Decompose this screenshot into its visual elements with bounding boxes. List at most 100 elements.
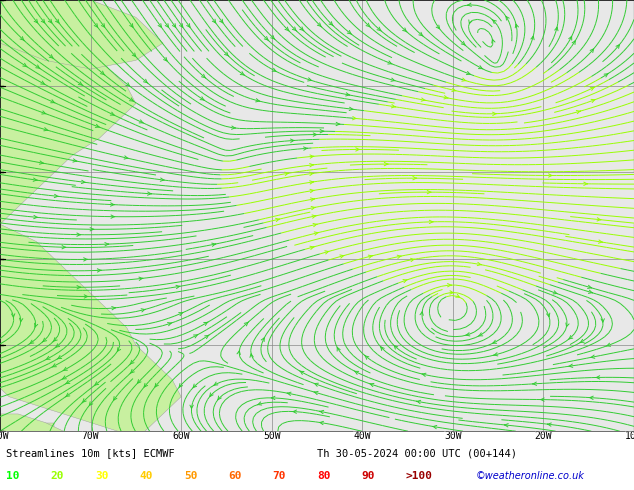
FancyArrowPatch shape: [42, 111, 46, 114]
FancyArrowPatch shape: [193, 384, 197, 388]
FancyArrowPatch shape: [62, 376, 67, 379]
FancyArrowPatch shape: [300, 371, 304, 374]
FancyArrowPatch shape: [310, 189, 314, 193]
FancyArrowPatch shape: [65, 393, 70, 397]
FancyArrowPatch shape: [477, 262, 481, 266]
FancyArrowPatch shape: [356, 148, 359, 151]
FancyArrowPatch shape: [130, 24, 133, 27]
FancyArrowPatch shape: [155, 383, 158, 387]
FancyArrowPatch shape: [310, 246, 314, 249]
FancyArrowPatch shape: [111, 215, 115, 219]
FancyArrowPatch shape: [63, 368, 67, 371]
FancyArrowPatch shape: [598, 240, 602, 243]
FancyArrowPatch shape: [304, 147, 307, 150]
FancyArrowPatch shape: [444, 96, 448, 99]
FancyArrowPatch shape: [388, 61, 392, 64]
FancyArrowPatch shape: [337, 347, 340, 351]
FancyArrowPatch shape: [79, 82, 82, 85]
FancyArrowPatch shape: [141, 309, 145, 312]
FancyArrowPatch shape: [313, 133, 317, 136]
FancyArrowPatch shape: [20, 318, 23, 321]
FancyArrowPatch shape: [604, 74, 609, 77]
FancyArrowPatch shape: [36, 65, 40, 69]
FancyArrowPatch shape: [307, 78, 312, 81]
FancyArrowPatch shape: [366, 23, 370, 27]
FancyArrowPatch shape: [82, 399, 86, 403]
FancyArrowPatch shape: [133, 53, 136, 56]
FancyArrowPatch shape: [212, 19, 216, 23]
Text: 30: 30: [95, 471, 108, 481]
FancyArrowPatch shape: [94, 382, 99, 386]
FancyArrowPatch shape: [148, 192, 152, 195]
FancyArrowPatch shape: [212, 243, 216, 246]
FancyArrowPatch shape: [370, 384, 374, 387]
FancyArrowPatch shape: [34, 19, 37, 23]
FancyArrowPatch shape: [394, 345, 398, 349]
FancyArrowPatch shape: [94, 24, 98, 27]
FancyArrowPatch shape: [606, 343, 611, 346]
FancyArrowPatch shape: [48, 19, 52, 23]
FancyArrowPatch shape: [290, 139, 294, 142]
FancyArrowPatch shape: [588, 290, 593, 294]
FancyArrowPatch shape: [466, 333, 470, 336]
FancyArrowPatch shape: [572, 41, 575, 45]
FancyArrowPatch shape: [205, 335, 209, 339]
FancyArrowPatch shape: [129, 98, 134, 101]
Text: 60W: 60W: [172, 431, 190, 441]
FancyArrowPatch shape: [44, 127, 48, 131]
FancyArrowPatch shape: [34, 216, 37, 219]
FancyArrowPatch shape: [257, 402, 262, 405]
FancyArrowPatch shape: [160, 178, 164, 181]
FancyArrowPatch shape: [584, 182, 588, 185]
FancyArrowPatch shape: [272, 68, 276, 72]
FancyArrowPatch shape: [368, 255, 372, 258]
FancyArrowPatch shape: [590, 49, 593, 52]
FancyArrowPatch shape: [126, 83, 130, 87]
FancyArrowPatch shape: [340, 255, 344, 258]
FancyArrowPatch shape: [310, 155, 314, 158]
FancyArrowPatch shape: [365, 355, 369, 359]
FancyArrowPatch shape: [467, 72, 470, 74]
FancyArrowPatch shape: [172, 24, 176, 27]
FancyArrowPatch shape: [420, 312, 424, 316]
FancyArrowPatch shape: [158, 24, 162, 27]
FancyArrowPatch shape: [391, 78, 395, 81]
FancyArrowPatch shape: [311, 206, 315, 210]
FancyArrowPatch shape: [218, 396, 221, 400]
FancyArrowPatch shape: [176, 285, 180, 289]
FancyArrowPatch shape: [52, 364, 56, 367]
FancyArrowPatch shape: [56, 19, 59, 23]
FancyArrowPatch shape: [256, 98, 260, 102]
Text: 30W: 30W: [444, 431, 462, 441]
FancyArrowPatch shape: [190, 405, 193, 409]
FancyArrowPatch shape: [42, 338, 47, 342]
FancyArrowPatch shape: [41, 81, 45, 85]
FancyArrowPatch shape: [309, 181, 314, 184]
FancyArrowPatch shape: [456, 294, 460, 297]
FancyArrowPatch shape: [336, 122, 340, 125]
Text: 80W: 80W: [0, 431, 9, 441]
Text: 80: 80: [317, 471, 330, 481]
FancyArrowPatch shape: [164, 57, 167, 61]
FancyArrowPatch shape: [100, 71, 105, 75]
FancyArrowPatch shape: [143, 79, 148, 83]
Text: 70W: 70W: [82, 431, 100, 441]
FancyArrowPatch shape: [285, 27, 289, 31]
FancyArrowPatch shape: [427, 191, 431, 194]
FancyArrowPatch shape: [264, 36, 269, 41]
FancyArrowPatch shape: [410, 258, 415, 262]
FancyArrowPatch shape: [165, 24, 169, 27]
FancyArrowPatch shape: [467, 3, 472, 6]
FancyArrowPatch shape: [110, 112, 115, 115]
FancyArrowPatch shape: [53, 338, 57, 342]
FancyArrowPatch shape: [591, 355, 595, 358]
FancyArrowPatch shape: [84, 258, 87, 261]
FancyArrowPatch shape: [531, 36, 534, 40]
FancyArrowPatch shape: [138, 380, 141, 383]
FancyArrowPatch shape: [49, 54, 54, 59]
FancyArrowPatch shape: [553, 291, 557, 294]
FancyArrowPatch shape: [34, 323, 37, 327]
FancyArrowPatch shape: [450, 291, 454, 294]
Text: 40W: 40W: [354, 431, 371, 441]
FancyArrowPatch shape: [421, 98, 425, 101]
